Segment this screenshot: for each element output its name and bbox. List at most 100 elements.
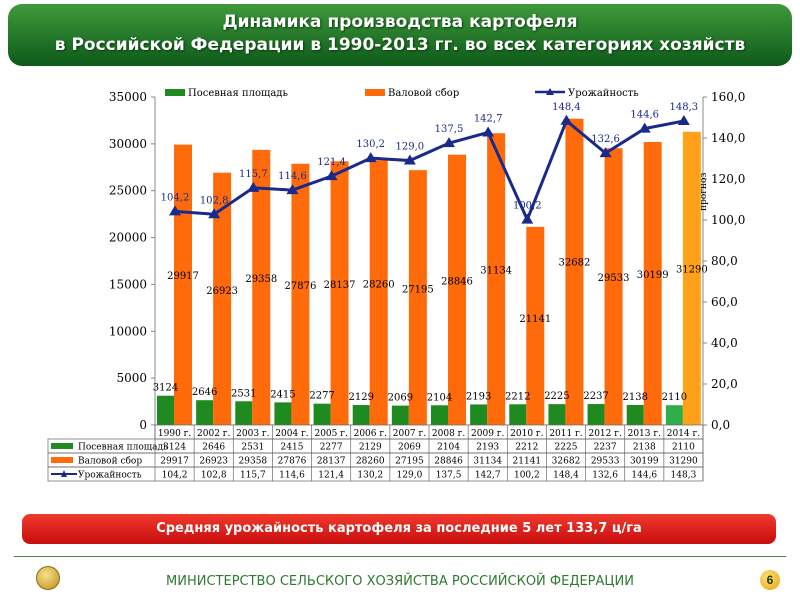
- label-gross-harvest: 27195: [402, 284, 434, 295]
- yield-marker: [638, 122, 651, 133]
- table-cell: 100,2: [514, 471, 540, 481]
- forecast-label: прогноз: [699, 173, 709, 211]
- table-cell: 2129: [359, 443, 382, 453]
- table-cell: 137,5: [436, 471, 462, 481]
- bar-sown-area: [196, 400, 214, 425]
- page-number: 6: [760, 570, 780, 590]
- y-left-tick-label: 10000: [109, 324, 147, 338]
- table-cell: 2110: [672, 443, 695, 453]
- bar-gross-harvest: [526, 226, 545, 425]
- label-sown-area: 3124: [153, 383, 178, 394]
- label-sown-area: 2415: [270, 389, 295, 400]
- bar-gross-harvest: [682, 131, 701, 425]
- label-yield: 121,4: [317, 157, 346, 168]
- x-tick-label: 2005 г.: [314, 429, 347, 439]
- label-yield: 102,8: [200, 195, 229, 206]
- label-yield: 148,3: [670, 102, 699, 113]
- yield-marker: [286, 184, 299, 195]
- table-cell: 148,4: [553, 471, 579, 481]
- legend-label-yield: Урожайность: [568, 88, 639, 99]
- table-cell: 31134: [473, 457, 502, 467]
- table-cell: 104,2: [162, 471, 188, 481]
- bar-gross-harvest: [448, 154, 466, 426]
- x-tick-label: 2006 г.: [354, 429, 387, 439]
- y-left-tick-label: 20000: [109, 231, 147, 245]
- x-tick-label: 2010 г.: [510, 429, 543, 439]
- table-cell: 27195: [395, 457, 424, 467]
- label-yield: 132,6: [591, 134, 620, 145]
- table-cell: 21141: [513, 457, 542, 467]
- table-row-label: Валовой сбор: [78, 456, 142, 467]
- bar-gross-harvest: [213, 172, 232, 425]
- table-cell: 144,6: [631, 471, 657, 481]
- label-gross-harvest: 30199: [637, 270, 669, 281]
- label-sown-area: 2129: [348, 392, 373, 403]
- yield-line: [174, 118, 685, 224]
- label-yield: 148,4: [552, 102, 581, 113]
- bar-sown-area: [548, 404, 566, 425]
- legend-label-sown-area: Посевная площадь: [188, 88, 288, 99]
- bar-sown-area: [391, 405, 409, 425]
- bar-gross-harvest: [408, 170, 427, 425]
- bar-sown-area: [274, 402, 292, 425]
- yield-marker: [247, 181, 260, 192]
- label-gross-harvest: 28846: [441, 276, 473, 287]
- table-cell: 2069: [398, 443, 421, 453]
- y-right-tick-label: 80,0: [711, 254, 738, 268]
- x-tick-label: 2002 г.: [197, 429, 230, 439]
- table-cell: 30199: [630, 457, 659, 467]
- x-tick-label: 2013 г.: [628, 429, 661, 439]
- table-cell: 148,3: [671, 471, 697, 481]
- y-right-tick-label: 0,0: [711, 418, 730, 432]
- label-yield: 114,6: [278, 171, 307, 182]
- legend-swatch-sown-area: [165, 89, 185, 96]
- bar-gross-harvest: [643, 141, 662, 425]
- footer-divider: [14, 556, 786, 557]
- label-gross-harvest: 29533: [598, 273, 630, 284]
- table-cell: 114,6: [279, 471, 305, 481]
- bar-gross-harvest: [565, 118, 584, 426]
- table-cell: 115,7: [240, 471, 266, 481]
- label-sown-area: 2531: [231, 388, 256, 399]
- y-right-tick-label: 160,0: [711, 90, 745, 104]
- yield-marker: [677, 114, 690, 125]
- table-cell: 2212: [515, 443, 538, 453]
- table-cell: 3124: [163, 443, 186, 453]
- table-cell: 2104: [437, 443, 460, 453]
- table-cell: 2646: [202, 443, 225, 453]
- label-gross-harvest: 28137: [324, 280, 356, 291]
- chart-title-line1: Динамика производства картофеля: [222, 12, 578, 32]
- bar-gross-harvest: [330, 161, 349, 426]
- y-left-tick-label: 5000: [116, 371, 147, 385]
- y-left-tick-label: 15000: [109, 277, 147, 291]
- x-tick-label: 2004 г.: [275, 429, 308, 439]
- label-yield: 144,6: [630, 110, 659, 121]
- table-cell: 29917: [160, 457, 189, 467]
- table-cell: 28846: [434, 457, 463, 467]
- label-sown-area: 2237: [583, 391, 608, 402]
- label-gross-harvest: 31290: [676, 265, 708, 276]
- yield-marker: [521, 213, 534, 224]
- label-gross-harvest: 27876: [285, 281, 317, 292]
- y-left-tick-label: 30000: [109, 137, 147, 151]
- bar-sown-area: [665, 405, 683, 425]
- label-yield: 129,0: [396, 142, 425, 153]
- label-sown-area: 2069: [388, 393, 413, 404]
- label-gross-harvest: 28260: [363, 279, 395, 290]
- table-row-label: Посевная площадь: [78, 443, 168, 453]
- y-left-tick-label: 35000: [109, 90, 147, 104]
- x-tick-label: 2011 г.: [549, 429, 582, 439]
- table-cell: 2531: [241, 443, 264, 453]
- bar-gross-harvest: [604, 148, 623, 426]
- chart-area: 0 5000 10000 15000 20000 25000 30000 35000 0,0 20…: [47, 88, 745, 482]
- bar-sown-area: [157, 395, 174, 425]
- ministry-logo-icon: [36, 566, 60, 590]
- y-right-tick-label: 60,0: [711, 295, 738, 309]
- table-cell: 29533: [591, 457, 620, 467]
- label-sown-area: 2193: [466, 391, 491, 402]
- label-sown-area: 2277: [309, 391, 334, 402]
- table-cell: 2225: [555, 443, 578, 453]
- bar-gross-harvest: [252, 149, 271, 425]
- label-sown-area: 2646: [192, 387, 217, 398]
- y-right-tick-label: 40,0: [711, 336, 738, 350]
